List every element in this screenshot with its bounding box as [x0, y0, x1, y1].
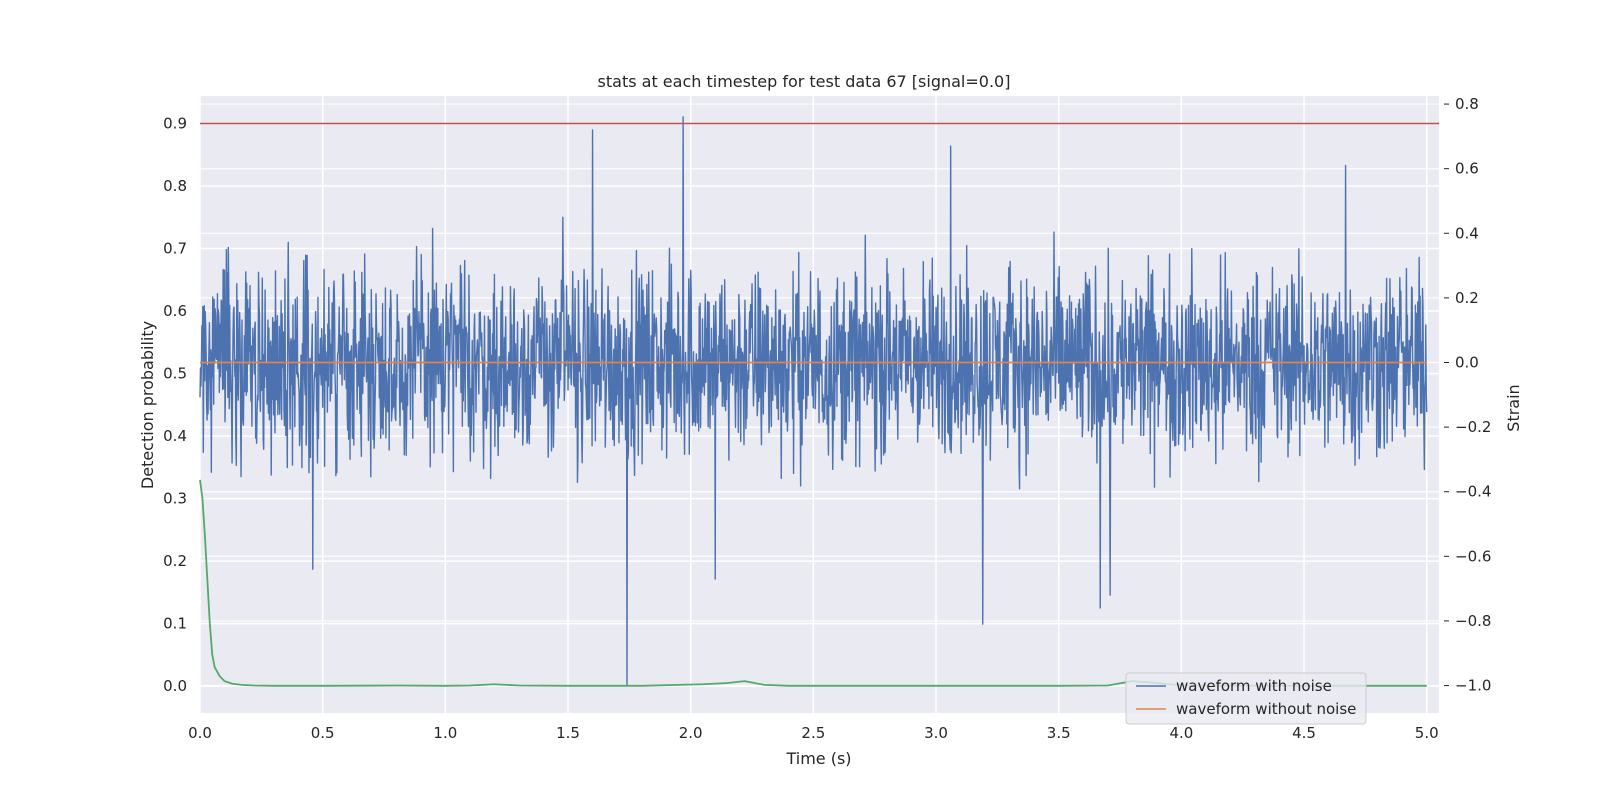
right-y-tick-label: 0.2 [1455, 289, 1479, 307]
probability-line [199, 479, 1427, 687]
x-tick-label: 3.0 [924, 724, 948, 742]
left-y-axis-ticks: 0.0 0.1 0.2 0.3 0.4 0.5 0.6 0.7 0.8 0.9 [163, 115, 187, 696]
x-tick-label: 1.5 [556, 724, 580, 742]
left-y-tick-label: 0.9 [163, 115, 187, 133]
x-tick-label: 2.5 [801, 724, 825, 742]
chart-title: stats at each timestep for test data 67 … [598, 72, 1011, 91]
right-y-tick-label: −0.8 [1455, 612, 1491, 630]
right-y-tick-label: 0.4 [1455, 224, 1479, 242]
left-y-tick-label: 0.3 [163, 490, 187, 508]
x-tick-label: 1.0 [433, 724, 457, 742]
right-y-tick-label: −0.2 [1455, 418, 1491, 436]
x-axis-label: Time (s) [785, 749, 851, 768]
legend-box [1125, 672, 1367, 725]
x-tick-label: 2.0 [679, 724, 703, 742]
left-y-tick-label: 0.7 [163, 240, 187, 258]
right-y-tick-label: −0.4 [1455, 483, 1491, 501]
x-tick-label: 5.0 [1415, 724, 1439, 742]
left-y-axis-label: Detection probability [138, 321, 157, 489]
legend-label-clean: waveform without noise [1176, 700, 1356, 718]
right-y-tick-label: 0.0 [1455, 354, 1479, 372]
left-y-tick-label: 0.1 [163, 615, 187, 633]
left-y-tick-label: 0.0 [163, 677, 187, 695]
right-y-tick-label: 0.8 [1455, 95, 1479, 113]
series-waveform-with-noise [199, 116, 1428, 687]
x-tick-label: 4.0 [1169, 724, 1193, 742]
right-y-axis-label: Strain [1504, 384, 1523, 431]
right-y-tick-label: −0.6 [1455, 547, 1491, 565]
left-y-tick-label: 0.5 [163, 365, 187, 383]
noise-line [199, 116, 1428, 687]
right-y-tick-label: −1.0 [1455, 677, 1491, 695]
series-detection-probability [199, 479, 1427, 687]
x-tick-label: 4.5 [1292, 724, 1316, 742]
x-tick-label: 0.0 [188, 724, 212, 742]
x-tick-label: 0.5 [311, 724, 335, 742]
right-y-tick-label: 0.6 [1455, 160, 1479, 178]
legend-label-noise: waveform with noise [1176, 677, 1332, 695]
x-axis-ticks: 0.0 0.5 1.0 1.5 2.0 2.5 3.0 3.5 4.0 4.5 5.0 [188, 724, 1439, 742]
left-y-tick-label: 0.8 [163, 177, 187, 195]
left-y-tick-label: 0.6 [163, 302, 187, 320]
left-y-tick-label: 0.2 [163, 552, 187, 570]
x-tick-label: 3.5 [1047, 724, 1071, 742]
legend: waveform with noise waveform without noi… [1125, 672, 1367, 725]
left-y-tick-label: 0.4 [163, 427, 187, 445]
right-y-axis-ticks: −1.0 −0.8 −0.6 −0.4 −0.2 0.0 0.2 0.4 0.6 0.8 [1444, 95, 1491, 695]
